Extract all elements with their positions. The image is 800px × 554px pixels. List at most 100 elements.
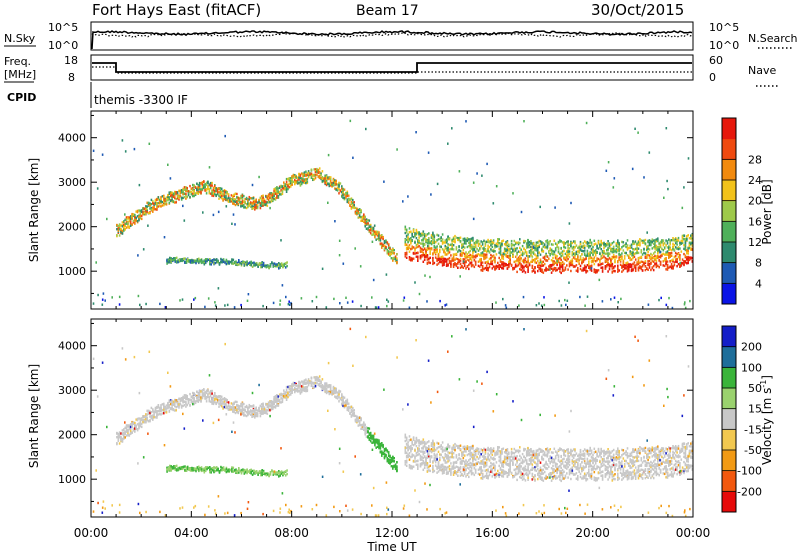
power-cell — [123, 226, 125, 229]
power-cell — [683, 244, 685, 247]
velocity-cell — [274, 397, 277, 400]
power-cell — [516, 270, 518, 274]
freq-tick-top: 18 — [64, 54, 78, 67]
power-cell — [611, 249, 614, 252]
power-cell — [163, 197, 165, 200]
power-cell — [285, 177, 288, 181]
power-cell — [525, 252, 528, 255]
power-cell — [276, 187, 278, 190]
power-cell — [275, 263, 277, 266]
power-cell — [196, 258, 199, 261]
velocity-cell — [215, 402, 217, 405]
power-cell — [183, 188, 186, 191]
power-cell — [154, 202, 157, 206]
power-cell — [314, 171, 317, 174]
power-cell — [644, 238, 647, 242]
power-cell — [617, 270, 619, 273]
power-cell — [142, 248, 145, 251]
power-cell — [273, 197, 275, 201]
velocity-cell — [146, 418, 148, 422]
power-cell — [636, 251, 638, 254]
power-cell — [528, 240, 531, 244]
velocity-cell — [157, 404, 160, 407]
power-cell — [292, 180, 295, 183]
power-cell — [634, 247, 637, 251]
nave-tick-bottom: 0 — [709, 71, 716, 84]
power-cell — [477, 249, 480, 252]
power-cell — [545, 254, 547, 257]
velocity-cell — [267, 402, 270, 406]
power-cell — [411, 257, 413, 260]
power-cell — [477, 260, 480, 263]
power-cell — [124, 213, 126, 216]
power-cell — [433, 246, 436, 249]
power-cell — [535, 243, 538, 246]
power-cell — [444, 304, 446, 307]
power-cell — [550, 250, 553, 253]
power-cell — [575, 244, 578, 247]
power-cell — [484, 247, 487, 251]
power-cell — [408, 227, 411, 230]
power-cell — [604, 267, 607, 270]
power-cell — [498, 256, 500, 260]
power-cell — [392, 249, 394, 252]
power-cell — [439, 237, 441, 241]
power-cell — [632, 269, 634, 272]
power-cell — [582, 267, 585, 270]
power-cell — [599, 258, 601, 262]
power-cell — [643, 176, 645, 179]
power-cell — [264, 264, 266, 268]
power-cell — [345, 196, 347, 199]
power-cell — [232, 198, 234, 201]
power-cell — [106, 217, 108, 221]
power-cell — [676, 247, 678, 250]
velocity-cell — [248, 406, 251, 409]
velocity-cell — [128, 426, 131, 429]
power-cell — [160, 201, 162, 205]
velocity-cell — [285, 396, 288, 399]
power-cell — [457, 250, 459, 253]
power-cell — [341, 188, 343, 191]
power-cell — [211, 192, 213, 195]
velocity-cell — [134, 421, 136, 425]
power-cell — [205, 181, 208, 184]
power-cell — [510, 244, 513, 248]
power-cell — [519, 246, 521, 250]
power-cell — [204, 183, 206, 186]
power-cell — [665, 257, 667, 260]
power-cell — [657, 264, 659, 267]
power-cell — [647, 262, 649, 265]
power-cell — [428, 242, 430, 245]
power-cell — [171, 258, 174, 262]
power-cell — [525, 254, 528, 257]
velocity-cell — [123, 437, 125, 440]
power-cell — [604, 252, 607, 255]
power-cell — [158, 204, 161, 208]
power-cell — [673, 261, 676, 264]
power-cell — [481, 254, 484, 257]
power-cell — [452, 248, 455, 251]
power-cell — [669, 246, 671, 249]
power-cell — [255, 198, 257, 201]
figure-title: Fort Hays East (fitACF) — [92, 1, 261, 19]
power-cell — [492, 202, 495, 205]
power-cell — [281, 192, 284, 196]
power-cell — [417, 245, 419, 249]
velocity-cell — [142, 418, 144, 422]
power-cell — [209, 184, 212, 187]
power-cell — [554, 256, 557, 259]
power-cell — [691, 239, 694, 242]
power-cell — [342, 187, 344, 191]
power-cell — [524, 257, 527, 260]
power-cell — [135, 217, 137, 221]
power-cell — [365, 220, 368, 224]
noise-panel: N.Sky 10^5 10^0 10^5 10^0 N.Search — [4, 21, 798, 52]
power-cell — [679, 254, 681, 257]
power-cell — [338, 192, 340, 195]
power-cell — [583, 252, 586, 255]
power-cell — [167, 195, 169, 199]
power-cell — [512, 268, 514, 271]
power-cell — [299, 184, 302, 187]
power-cell — [597, 247, 600, 250]
velocity-cell — [152, 414, 154, 417]
